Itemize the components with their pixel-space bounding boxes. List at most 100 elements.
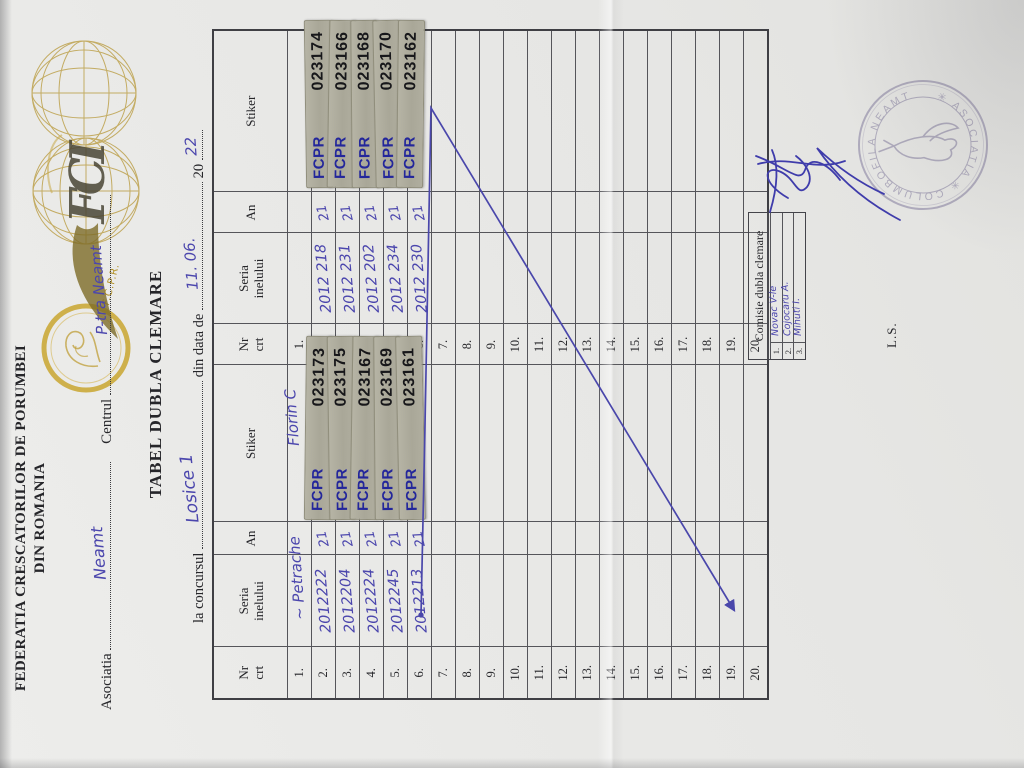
an-cell	[431, 192, 456, 233]
seria-cell	[743, 555, 768, 647]
table-row: 19. 19.	[719, 30, 744, 699]
nr-cell: 11.	[527, 647, 552, 699]
an-cell	[527, 192, 552, 233]
nr-cell: 5.	[383, 324, 408, 365]
stiker-cell	[743, 365, 768, 522]
ls-label: L.S.	[884, 322, 899, 348]
col-header-left-seria: Seria inelului	[213, 555, 288, 647]
table-row: 9. 9.	[479, 30, 504, 699]
table-row: 14. 14.	[599, 30, 624, 699]
nr-cell: 17.	[671, 324, 696, 365]
table-row: 16. 16.	[647, 30, 672, 699]
an-cell	[551, 522, 576, 555]
an-cell	[287, 192, 312, 233]
commission-member-row: 3. Mihuti I.	[791, 213, 805, 359]
an-cell: 21	[359, 192, 384, 233]
an-cell	[695, 522, 720, 555]
nr-cell: 10.	[503, 647, 528, 699]
an-cell	[671, 192, 696, 233]
stiker-cell	[527, 365, 552, 522]
col-header-right-stiker: Stiker	[213, 30, 288, 192]
center-label: Centrul	[99, 398, 115, 444]
an-cell: 21	[383, 192, 408, 233]
commission-member-number: 2.	[782, 342, 793, 359]
seria-cell: 2012213	[407, 555, 432, 647]
seria-cell	[551, 555, 576, 647]
stiker-cell	[719, 365, 744, 522]
nr-cell: 19.	[719, 647, 744, 699]
nr-cell: 10.	[503, 324, 528, 365]
stiker-cell	[335, 30, 360, 192]
an-cell	[527, 522, 552, 555]
nr-cell: 15.	[623, 647, 648, 699]
an-cell	[479, 522, 504, 555]
stiker-cell	[719, 30, 744, 192]
commission-rows: 1. Novac V-le 2. Cojocaru A. 3. Mihuti I.	[768, 213, 805, 359]
signature-5	[769, 149, 778, 213]
seria-cell: 2012222	[311, 555, 336, 647]
stiker-cell	[479, 30, 504, 192]
an-cell	[503, 522, 528, 555]
commission-member-name-cell: Novac V-le	[768, 213, 782, 342]
seria-cell	[623, 233, 648, 324]
seria-cell	[503, 233, 528, 324]
nr-cell: 12.	[551, 324, 576, 365]
table-row: 20. 20.	[743, 30, 768, 699]
nr-cell: 18.	[695, 324, 720, 365]
seria-cell	[599, 555, 624, 647]
stiker-cell	[623, 365, 648, 522]
stiker-cell	[671, 365, 696, 522]
nr-cell: 7.	[431, 324, 456, 365]
commission-member-row: 2. Cojocaru A.	[779, 213, 794, 359]
nr-cell: 8.	[455, 647, 480, 699]
stiker-cell	[599, 365, 624, 522]
table-row: 6. 2012213 21 6. 2012 230 21	[407, 30, 432, 699]
nr-cell: 8.	[455, 324, 480, 365]
fci-globes-icon: FCI	[31, 40, 140, 339]
an-cell: 21	[359, 522, 384, 555]
nr-cell: 7.	[431, 647, 456, 699]
an-cell: 21	[311, 192, 336, 233]
seria-cell: 2012224	[359, 555, 384, 647]
seria-cell: 2012245	[383, 555, 408, 647]
seria-cell	[695, 555, 720, 647]
dove-icon	[878, 122, 960, 162]
seria-cell: 2012 202	[359, 233, 384, 324]
stiker-cell	[431, 365, 456, 522]
stiker-cell	[311, 365, 336, 522]
stiker-cell	[455, 365, 480, 522]
col-header-right-an: An	[213, 192, 288, 233]
seria-cell	[719, 555, 744, 647]
seria-cell	[527, 555, 552, 647]
seria-cell	[647, 233, 672, 324]
nr-cell: 20.	[743, 647, 768, 699]
association-line: Asociatia Neamt Centrul P-tra Neamt	[87, 50, 116, 710]
nr-cell: 4.	[359, 647, 384, 699]
seria-cell	[287, 233, 312, 324]
an-cell	[599, 522, 624, 555]
col-header-right-nr: Nr crt	[213, 324, 288, 365]
commission-member-name: Mihuti I.	[791, 297, 804, 337]
association-label: Asociatia	[99, 653, 115, 710]
nr-cell: 2.	[311, 324, 336, 365]
seria-cell	[479, 233, 504, 324]
stiker-cell	[647, 30, 672, 192]
nr-cell: 16.	[647, 647, 672, 699]
seria-cell: 2012 231	[335, 233, 360, 324]
seria-cell	[671, 233, 696, 324]
table-row: 18. 18.	[695, 30, 720, 699]
stiker-cell	[551, 365, 576, 522]
an-cell	[623, 192, 648, 233]
stiker-cell	[503, 30, 528, 192]
center-dotted-field: P-tra Neamt	[87, 195, 111, 396]
commission-member-name-cell: Mihuti I.	[791, 213, 805, 342]
stiker-cell	[671, 30, 696, 192]
nr-cell: 16.	[647, 324, 672, 365]
stiker-cell	[311, 30, 336, 192]
an-cell	[647, 522, 672, 555]
seria-cell	[431, 555, 456, 647]
seria-cell	[599, 233, 624, 324]
table-row: 13. 13.	[575, 30, 600, 699]
seria-cell	[575, 555, 600, 647]
col-header-left-an: An	[213, 522, 288, 555]
